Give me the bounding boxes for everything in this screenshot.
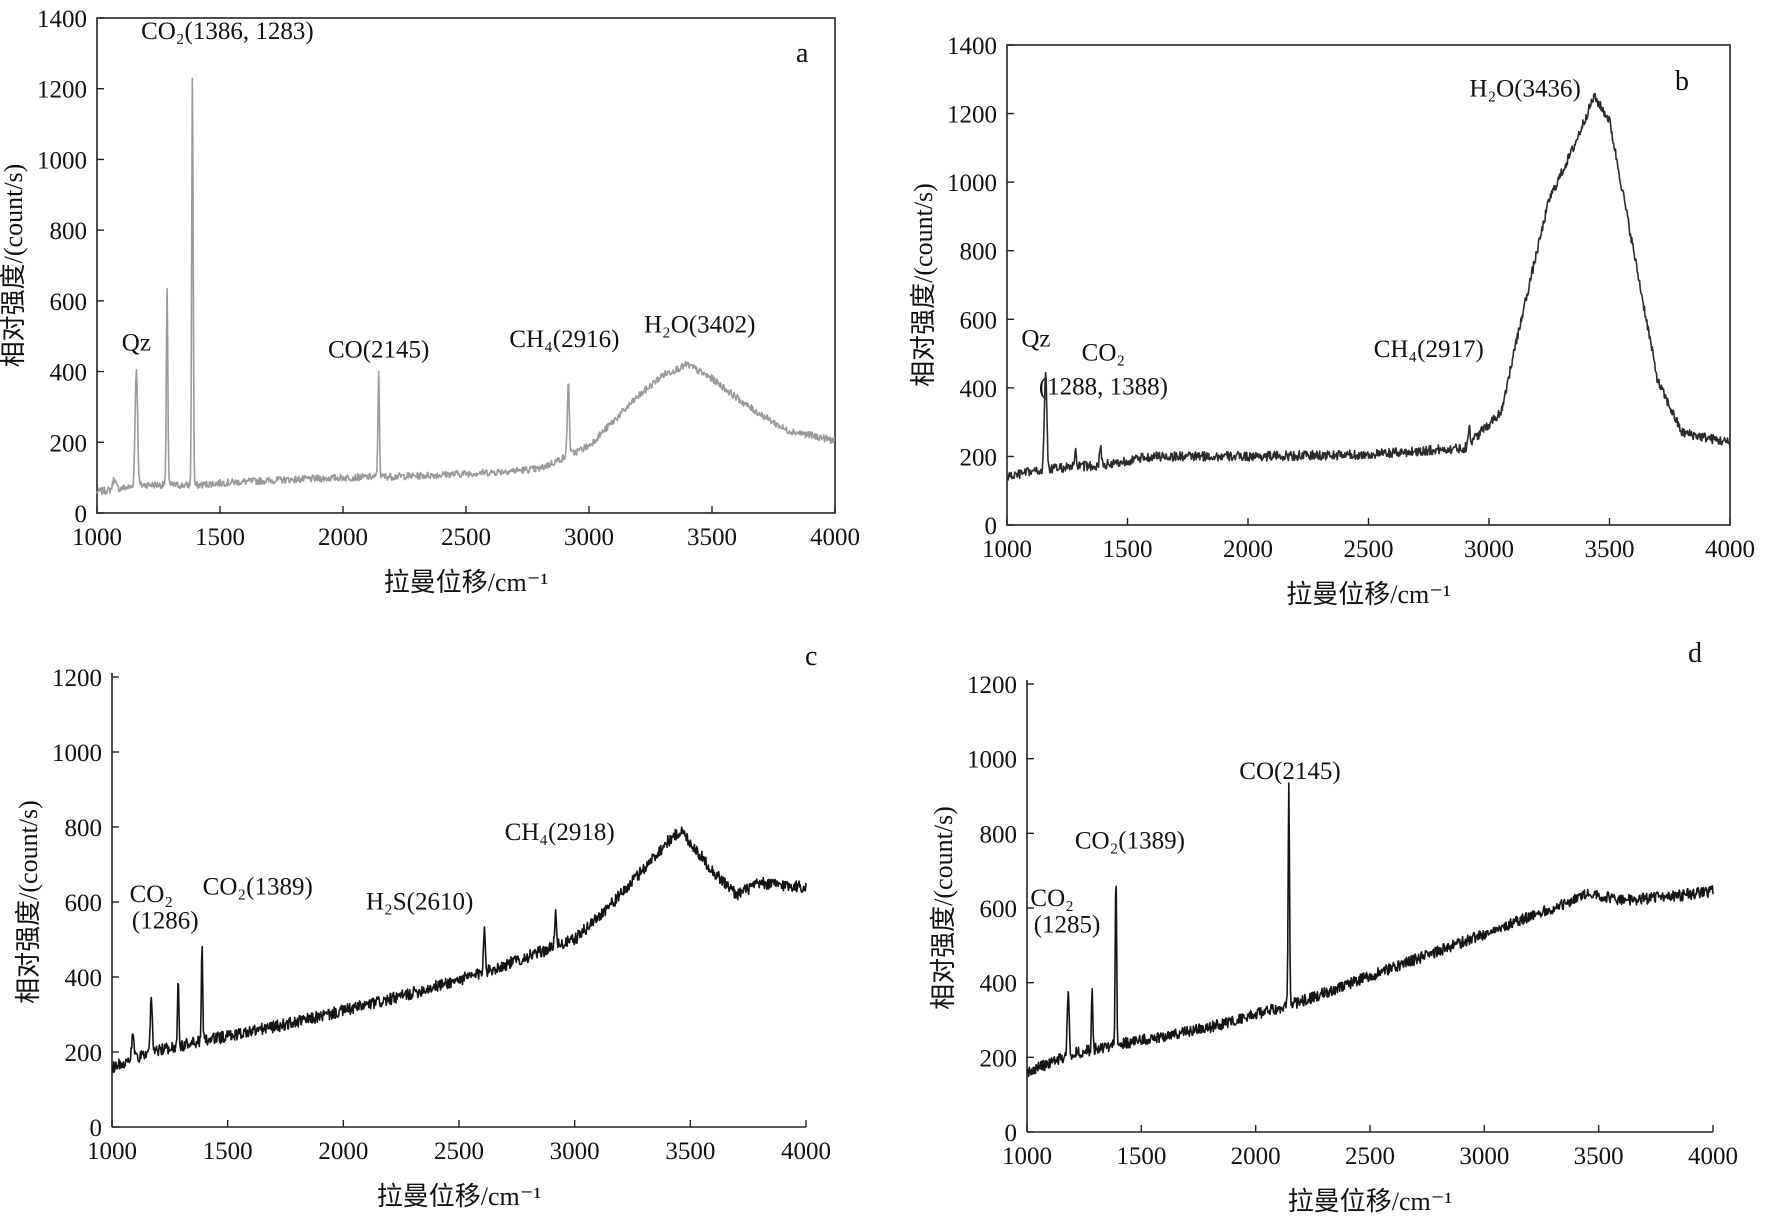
y-tick-label: 600 (960, 307, 998, 334)
y-tick-label: 200 (50, 430, 88, 457)
peak-annotation: H₂S(2610) (366, 889, 473, 916)
x-axis-title: 拉曼位移/cm⁻¹ (1286, 580, 1451, 609)
spectrum-line (1026, 782, 1714, 1078)
x-tick-label: 3000 (1459, 1143, 1509, 1170)
x-tick-label: 4000 (1705, 536, 1755, 563)
peak-annotation: CO₂ (1030, 885, 1073, 912)
y-tick-label: 0 (1005, 1120, 1018, 1147)
spectrum-line (96, 77, 836, 495)
y-tick-label: 200 (960, 444, 998, 471)
peak-annotation: (1288, 1388) (1039, 374, 1168, 401)
peak-annotation: CO(2145) (1239, 758, 1340, 785)
x-tick-label: 2500 (441, 524, 491, 551)
y-tick-label: 800 (65, 815, 103, 842)
y-tick-label: 600 (980, 896, 1018, 923)
y-tick-label: 1000 (52, 740, 102, 767)
x-tick-label: 1500 (203, 1138, 253, 1165)
peak-annotation: (1286) (132, 907, 199, 934)
y-tick-label: 1000 (947, 170, 997, 197)
spectrum-line (1006, 92, 1731, 481)
peak-annotation: CH₄(2917) (1374, 336, 1484, 363)
y-tick-label: 400 (960, 376, 998, 403)
x-tick-label: 1500 (195, 524, 245, 551)
peak-annotation: CO₂(1389) (1075, 827, 1185, 854)
x-tick-label: 3500 (665, 1138, 715, 1165)
peak-annotation: (1285) (1034, 911, 1101, 938)
y-tick-label: 1000 (967, 747, 1017, 774)
y-tick-label: 0 (90, 1115, 103, 1142)
peak-annotation: Qz (1021, 326, 1050, 353)
y-tick-label: 1400 (947, 33, 997, 60)
y-tick-label: 200 (65, 1040, 103, 1067)
y-tick-label: 400 (65, 965, 103, 992)
y-axis-title: 相对强度/(count/s) (14, 800, 43, 1004)
spectrum-line (111, 826, 807, 1073)
y-tick-label: 0 (75, 501, 88, 528)
peak-annotation: H₂O(3402) (644, 312, 755, 339)
peak-annotation: CH₄(2916) (509, 326, 619, 353)
y-tick-label: 400 (980, 971, 1018, 998)
x-tick-label: 4000 (1688, 1143, 1738, 1170)
panel-letter: c (805, 641, 817, 672)
x-tick-label: 2000 (318, 524, 368, 551)
x-tick-label: 3500 (1574, 1143, 1624, 1170)
y-tick-label: 600 (65, 890, 103, 917)
y-tick-label: 400 (50, 360, 88, 387)
panel-d: 1000 1500 2000 2500 3000 3500 4000 0 200 400 600 80… (929, 638, 1738, 1216)
y-axis-title: 相对强度/(count/s) (0, 164, 28, 368)
panel-a: 1000 1500 2000 2500 3000 3500 4000 0 200 400 600 80… (0, 6, 860, 597)
x-tick-label: 2000 (318, 1138, 368, 1165)
panel-b: 1000 1500 2000 2500 3000 3500 4000 0 200 400 600 80… (909, 33, 1755, 609)
y-axis-title: 相对强度/(count/s) (909, 183, 938, 387)
peak-annotation: CH₄(2918) (505, 819, 615, 846)
x-tick-label: 2500 (1344, 536, 1394, 563)
panel-c: 1000 1500 2000 2500 3000 3500 4000 0 200 400 600 80… (14, 641, 831, 1211)
peak-annotation: CO(2145) (328, 336, 429, 363)
y-tick-label: 1200 (967, 672, 1017, 699)
y-tick-label: 800 (50, 218, 88, 245)
x-axis-title: 拉曼位移/cm⁻¹ (377, 1182, 542, 1211)
x-tick-label: 3500 (687, 524, 737, 551)
y-tick-label: 1200 (52, 665, 102, 692)
y-tick-label: 0 (985, 513, 998, 540)
x-tick-label: 4000 (781, 1138, 831, 1165)
y-tick-label: 800 (980, 821, 1018, 848)
peak-annotation: CO₂ (130, 881, 173, 908)
x-tick-label: 1000 (72, 524, 122, 551)
x-tick-label: 4000 (810, 524, 860, 551)
y-tick-label: 1200 (947, 102, 997, 129)
panel-letter: a (796, 38, 809, 69)
peak-annotation: CO₂ (1082, 339, 1125, 366)
x-tick-label: 2000 (1231, 1143, 1281, 1170)
plot-frame (96, 17, 836, 514)
x-tick-label: 1500 (1116, 1143, 1166, 1170)
x-tick-label: 3000 (1464, 536, 1514, 563)
peak-annotation: CO₂(1386, 1283) (141, 18, 314, 45)
peak-annotation: Qz (122, 329, 151, 356)
x-axis-title: 拉曼位移/cm⁻¹ (384, 568, 549, 597)
y-tick-label: 1000 (37, 147, 87, 174)
x-tick-label: 3000 (550, 1138, 600, 1165)
x-tick-label: 2500 (434, 1138, 484, 1165)
panel-letter: d (1688, 638, 1702, 669)
peak-annotation: H₂O(3436) (1469, 75, 1580, 102)
y-tick-label: 600 (50, 289, 88, 316)
x-tick-label: 3000 (564, 524, 614, 551)
x-tick-label: 1500 (1103, 536, 1153, 563)
peak-annotation: CO₂(1389) (203, 874, 313, 901)
x-tick-label: 1000 (982, 536, 1032, 563)
y-tick-label: 200 (980, 1045, 1018, 1072)
panel-letter: b (1675, 66, 1689, 97)
y-axis-title: 相对强度/(count/s) (929, 806, 958, 1010)
x-tick-label: 1000 (87, 1138, 137, 1165)
y-tick-label: 1400 (37, 6, 87, 33)
x-tick-label: 2500 (1345, 1143, 1395, 1170)
y-tick-label: 800 (960, 239, 998, 266)
x-tick-label: 2000 (1223, 536, 1273, 563)
x-tick-label: 1000 (1002, 1143, 1052, 1170)
x-axis-title: 拉曼位移/cm⁻¹ (1288, 1187, 1453, 1216)
y-tick-label: 1200 (37, 77, 87, 104)
x-tick-label: 3500 (1585, 536, 1635, 563)
